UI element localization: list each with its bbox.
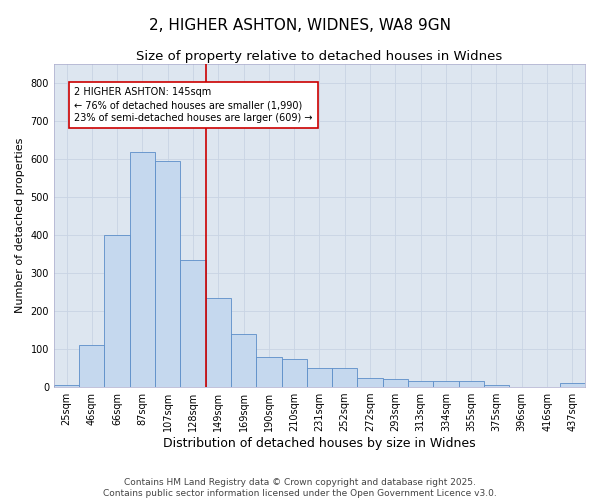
Text: 2, HIGHER ASHTON, WIDNES, WA8 9GN: 2, HIGHER ASHTON, WIDNES, WA8 9GN: [149, 18, 451, 32]
Bar: [332, 368, 358, 387]
Bar: [484, 385, 509, 387]
Text: Contains HM Land Registry data © Crown copyright and database right 2025.
Contai: Contains HM Land Registry data © Crown c…: [103, 478, 497, 498]
Bar: [79, 346, 104, 387]
Bar: [281, 358, 307, 387]
Bar: [408, 382, 433, 387]
Text: 2 HIGHER ASHTON: 145sqm
← 76% of detached houses are smaller (1,990)
23% of semi: 2 HIGHER ASHTON: 145sqm ← 76% of detache…: [74, 87, 313, 124]
Bar: [358, 378, 383, 387]
Bar: [130, 152, 155, 387]
Bar: [231, 334, 256, 387]
Bar: [206, 298, 231, 387]
Bar: [458, 382, 484, 387]
Bar: [307, 368, 332, 387]
Y-axis label: Number of detached properties: Number of detached properties: [15, 138, 25, 314]
Bar: [155, 161, 181, 387]
Bar: [54, 385, 79, 387]
Bar: [383, 380, 408, 387]
Bar: [256, 356, 281, 387]
Bar: [560, 384, 585, 387]
Bar: [104, 235, 130, 387]
Title: Size of property relative to detached houses in Widnes: Size of property relative to detached ho…: [136, 50, 503, 63]
X-axis label: Distribution of detached houses by size in Widnes: Distribution of detached houses by size …: [163, 437, 476, 450]
Bar: [433, 382, 458, 387]
Bar: [181, 260, 206, 387]
